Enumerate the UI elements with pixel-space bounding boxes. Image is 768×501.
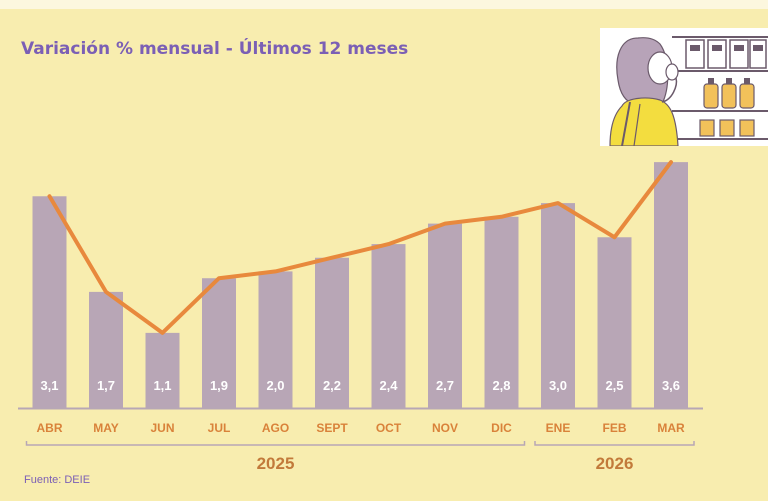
bar-ago [258, 271, 293, 408]
bar-may [89, 291, 123, 408]
value-label-may: 1,7 [97, 378, 115, 393]
month-labels-group: ABR MAY JUN JUL AGO SEPT OCT NOV DIC ENE FEB MAR [37, 421, 685, 435]
month-label-nov: NOV [432, 421, 458, 435]
year-label-2025: 2025 [257, 454, 295, 473]
bar-jul [202, 278, 236, 408]
bar-dic [484, 216, 519, 408]
value-labels-group: 3,1 1,7 1,1 1,9 2,0 2,2 2,4 2,7 2,8 3,0 2,5 3,6 [40, 378, 680, 393]
month-label-ago: AGO [262, 421, 289, 435]
month-label-jul: JUL [208, 421, 231, 435]
bar-oct [371, 244, 406, 408]
month-label-jun: JUN [150, 421, 174, 435]
top-band [0, 0, 768, 9]
value-label-jul: 1,9 [210, 378, 228, 393]
value-label-nov: 2,7 [436, 378, 454, 393]
month-label-abr: ABR [37, 421, 63, 435]
month-label-oct: OCT [376, 421, 402, 435]
month-label-ene: ENE [546, 421, 571, 435]
bar-mar [654, 162, 688, 408]
shopper-at-grocery-shelf-icon [600, 28, 768, 146]
bar-jun [145, 332, 180, 408]
month-label-feb: FEB [603, 421, 627, 435]
bar-ene [541, 203, 575, 408]
value-label-dic: 2,8 [492, 378, 510, 393]
month-label-dic: DIC [491, 421, 512, 435]
trend-line [47, 160, 673, 335]
value-label-feb: 2,5 [605, 378, 623, 393]
bar-nov [428, 223, 462, 408]
value-label-sept: 2,2 [323, 378, 341, 393]
chart-title: Variación % mensual - Últimos 12 meses [21, 39, 409, 59]
bars-group [32, 162, 688, 408]
bar-sept [315, 257, 349, 408]
value-label-oct: 2,4 [379, 378, 398, 393]
year-bracket-2025 [25, 441, 526, 446]
year-bracket-2026 [534, 441, 695, 446]
value-label-ene: 3,0 [549, 378, 567, 393]
source-note: Fuente: DEIE [24, 474, 91, 486]
bar-abr [32, 196, 67, 408]
year-groups: 2025 2026 [25, 441, 695, 473]
value-label-jun: 1,1 [153, 378, 171, 393]
value-label-mar: 3,6 [662, 378, 680, 393]
month-label-may: MAY [93, 421, 119, 435]
month-label-sept: SEPT [316, 421, 348, 435]
bar-feb [597, 237, 632, 408]
month-label-mar: MAR [657, 421, 685, 435]
year-label-2026: 2026 [596, 454, 634, 473]
value-label-ago: 2,0 [266, 378, 284, 393]
value-label-abr: 3,1 [40, 378, 58, 393]
